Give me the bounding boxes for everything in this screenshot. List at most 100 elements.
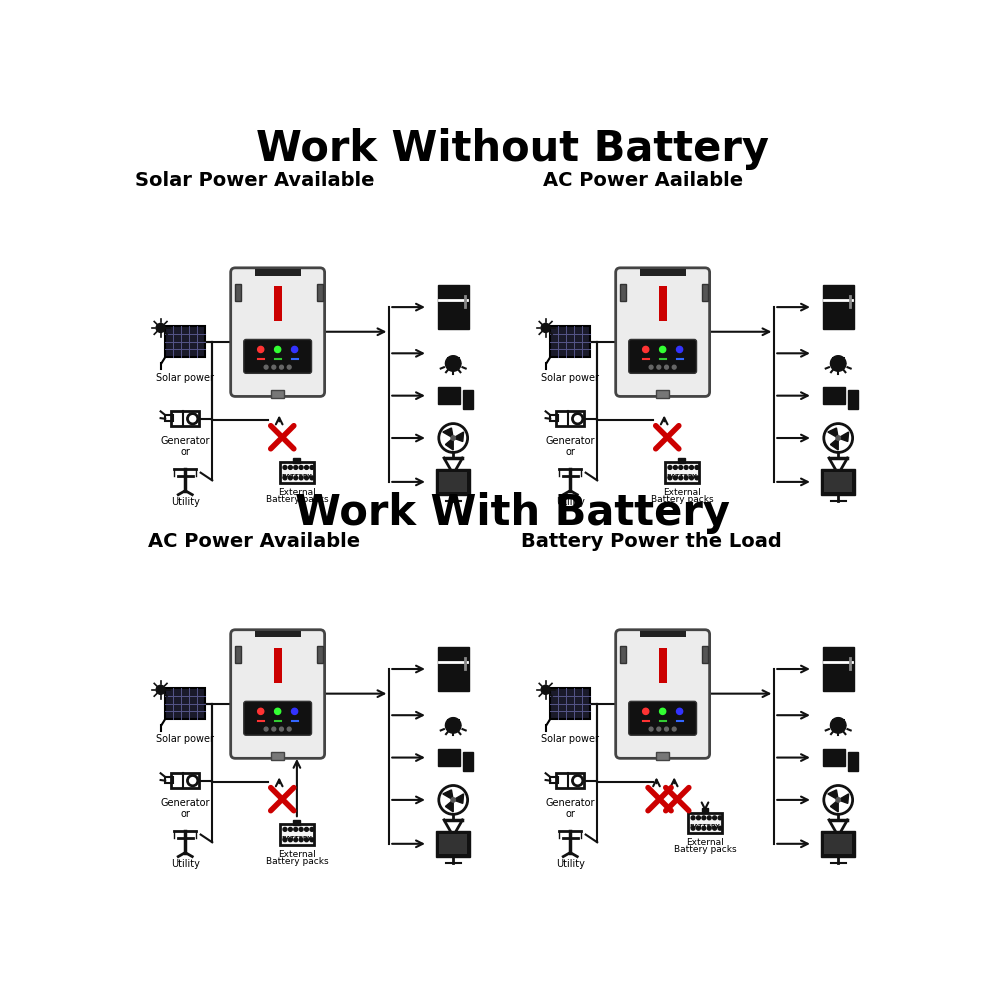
Bar <box>823 749 845 766</box>
Text: Battery Power the Load: Battery Power the Load <box>521 532 781 551</box>
Circle shape <box>697 826 700 830</box>
Circle shape <box>697 816 700 820</box>
Circle shape <box>288 827 292 831</box>
Circle shape <box>695 466 699 469</box>
Circle shape <box>668 476 672 480</box>
Circle shape <box>695 476 699 480</box>
Circle shape <box>691 816 695 820</box>
Circle shape <box>713 826 717 830</box>
Circle shape <box>665 727 668 731</box>
Bar <box>824 834 852 854</box>
Text: Battery packs: Battery packs <box>266 495 328 504</box>
Circle shape <box>677 346 683 353</box>
Circle shape <box>677 708 683 714</box>
Text: Utility: Utility <box>556 859 585 869</box>
Circle shape <box>649 365 653 369</box>
Bar <box>255 269 301 276</box>
Bar <box>235 646 241 663</box>
Circle shape <box>684 466 688 469</box>
Text: BATTERY: BATTERY <box>690 824 720 829</box>
Bar <box>171 773 199 788</box>
Circle shape <box>691 826 695 830</box>
Bar <box>848 752 858 771</box>
FancyBboxPatch shape <box>231 630 325 758</box>
Circle shape <box>280 365 283 369</box>
Bar <box>463 390 473 409</box>
Bar <box>821 469 855 495</box>
Circle shape <box>541 685 550 694</box>
Text: AC Power Available: AC Power Available <box>148 532 361 551</box>
Bar <box>171 411 199 426</box>
Bar <box>688 813 722 833</box>
Circle shape <box>684 476 688 480</box>
Bar <box>832 357 845 358</box>
Bar <box>235 284 241 301</box>
Polygon shape <box>830 725 846 733</box>
Circle shape <box>718 816 722 820</box>
Bar <box>271 390 284 398</box>
Circle shape <box>294 466 298 469</box>
Polygon shape <box>445 438 453 450</box>
Circle shape <box>690 476 693 480</box>
Circle shape <box>294 827 298 831</box>
Circle shape <box>305 838 308 842</box>
Circle shape <box>280 727 283 731</box>
Polygon shape <box>828 428 838 438</box>
Bar <box>556 773 584 788</box>
Bar <box>656 390 669 398</box>
Circle shape <box>292 708 298 714</box>
Circle shape <box>451 798 455 802</box>
Text: BATTERY: BATTERY <box>666 474 697 479</box>
Circle shape <box>288 466 292 469</box>
Bar <box>280 462 314 483</box>
Bar <box>823 647 854 691</box>
Bar <box>438 387 460 404</box>
Bar <box>832 359 845 361</box>
Circle shape <box>657 727 661 731</box>
Circle shape <box>305 466 308 469</box>
Circle shape <box>283 827 287 831</box>
Bar <box>447 721 460 723</box>
Bar <box>656 752 669 760</box>
Circle shape <box>283 838 287 842</box>
Circle shape <box>836 436 840 440</box>
Polygon shape <box>445 363 461 371</box>
Circle shape <box>310 476 314 480</box>
Circle shape <box>287 365 291 369</box>
Bar <box>640 631 686 637</box>
Bar <box>447 719 460 720</box>
Polygon shape <box>453 794 464 803</box>
Circle shape <box>310 827 314 831</box>
Bar <box>447 359 460 361</box>
Bar <box>165 777 173 783</box>
Circle shape <box>702 826 706 830</box>
Text: Battery packs: Battery packs <box>266 857 328 866</box>
Circle shape <box>299 838 303 842</box>
Bar <box>550 777 558 783</box>
Circle shape <box>673 476 677 480</box>
Polygon shape <box>445 725 461 733</box>
Polygon shape <box>445 718 461 725</box>
Bar <box>436 469 470 495</box>
Text: Generator
or: Generator or <box>160 436 210 457</box>
Bar <box>821 831 855 857</box>
Circle shape <box>299 476 303 480</box>
Text: AC Power Aailable: AC Power Aailable <box>543 171 743 190</box>
Bar <box>823 387 845 404</box>
Text: Solar power: Solar power <box>156 373 214 383</box>
Circle shape <box>305 827 308 831</box>
Text: Solar power: Solar power <box>156 734 214 744</box>
Text: Generator
or: Generator or <box>546 436 595 457</box>
Bar <box>439 472 467 492</box>
Bar <box>550 326 590 357</box>
Polygon shape <box>443 790 453 800</box>
Circle shape <box>310 466 314 469</box>
Circle shape <box>660 346 666 353</box>
Bar <box>439 834 467 854</box>
Circle shape <box>660 708 666 714</box>
Text: BATTERY: BATTERY <box>281 474 312 479</box>
Polygon shape <box>838 432 849 441</box>
FancyBboxPatch shape <box>244 339 312 373</box>
Bar <box>620 284 626 301</box>
Bar <box>447 723 460 725</box>
